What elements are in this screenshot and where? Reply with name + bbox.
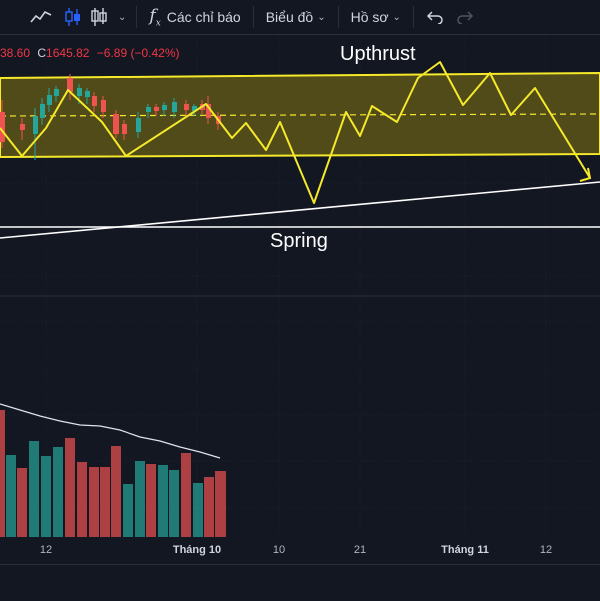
candle: [20, 118, 25, 140]
candle: [101, 96, 106, 118]
toolbar-divider: [136, 6, 138, 28]
candles: [0, 74, 221, 160]
candle: [40, 98, 45, 125]
spring-label: Spring: [270, 230, 328, 252]
change-value: −6.89 (−0.42%): [96, 46, 180, 60]
chart-menu-label: Biểu đồ: [265, 9, 314, 25]
candle: [85, 88, 90, 104]
time-tick: 12: [539, 544, 553, 556]
close-value: 1645.82: [46, 46, 90, 60]
toolbar-divider: [252, 6, 254, 28]
chevron-down-icon: ⌄: [118, 11, 127, 23]
candles-icon[interactable]: [58, 0, 88, 34]
candle: [54, 86, 59, 102]
ohlc-legend: 38.60 C1645.82 −6.89 (−0.42%): [0, 46, 180, 60]
profile-menu-button[interactable]: Hồ sơ ⌄: [345, 0, 407, 34]
price-chart[interactable]: [0, 35, 600, 565]
range-midline: [0, 113, 600, 117]
line-chart-icon[interactable]: [0, 0, 58, 34]
bottom-bar: [0, 564, 600, 601]
projection-zigzag: [0, 61, 591, 204]
open-value: 38.60: [0, 46, 31, 60]
profile-menu-label: Hồ sơ: [350, 9, 389, 25]
time-axis[interactable]: [0, 535, 600, 563]
chevron-down-icon: ⌄: [317, 11, 326, 23]
candle: [67, 74, 73, 100]
time-tick: 21: [353, 544, 367, 556]
top-toolbar: ⌄ fx Các chỉ báo Biểu đồ ⌄ Hồ sơ ⌄: [0, 0, 600, 35]
time-tick: 12: [39, 544, 53, 556]
time-tick-month: Tháng 11: [441, 544, 489, 556]
candle: [113, 110, 119, 138]
volume-moving-average: [0, 403, 221, 459]
candle: [162, 102, 167, 116]
time-tick: 10: [272, 544, 286, 556]
chevron-down-icon: ⌄: [392, 11, 401, 23]
candle: [206, 96, 211, 124]
time-tick-month: Tháng 10: [172, 544, 222, 556]
candle: [47, 88, 52, 112]
candle: [184, 100, 189, 116]
undo-icon[interactable]: [420, 0, 450, 34]
candle: [0, 100, 5, 148]
bar-chart-icon[interactable]: [88, 0, 110, 34]
support-trendline: [0, 181, 600, 239]
candle: [136, 112, 141, 138]
indicators-label: Các chỉ báo: [166, 9, 241, 25]
redo-icon[interactable]: [450, 0, 480, 34]
candle: [33, 108, 38, 160]
candle: [172, 98, 177, 118]
candle: [154, 104, 159, 116]
candle: [146, 104, 151, 118]
close-label: C: [37, 46, 47, 60]
toolbar-divider: [337, 6, 339, 28]
arrow-head-icon: [579, 167, 592, 182]
candle: [192, 104, 197, 116]
chart-menu-button[interactable]: Biểu đồ ⌄: [260, 0, 332, 34]
upthrust-label: Upthrust: [340, 43, 416, 65]
candle: [92, 92, 97, 112]
volume-bars: [0, 410, 226, 537]
function-icon: fx: [149, 5, 161, 29]
indicators-button[interactable]: fx Các chỉ báo: [143, 0, 246, 34]
candle: [122, 120, 127, 140]
toolbar-divider: [412, 6, 414, 28]
chart-type-dropdown[interactable]: ⌄: [110, 0, 130, 34]
